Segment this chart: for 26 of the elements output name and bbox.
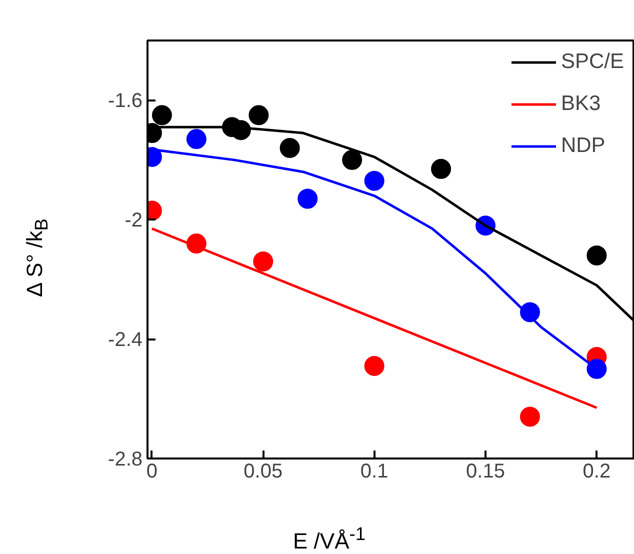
x-tick-label: 0.15 xyxy=(466,460,505,482)
point xyxy=(298,188,318,209)
point xyxy=(342,150,362,170)
legend-label: BK3 xyxy=(560,92,601,116)
y-tick-label: -2 xyxy=(124,210,143,232)
point xyxy=(364,170,384,191)
x-axis-title: E /VÅ$^{-1}$ xyxy=(293,522,366,554)
point xyxy=(364,356,384,376)
point xyxy=(253,251,274,272)
x-tick-label: 0.2 xyxy=(582,460,611,482)
point xyxy=(520,406,540,427)
legend-label: NDP xyxy=(560,134,606,158)
point xyxy=(152,105,172,126)
x-tick-label: 0 xyxy=(146,460,158,482)
y-tick-label: -2.4 xyxy=(108,329,143,352)
point xyxy=(186,129,206,150)
point xyxy=(586,245,607,266)
y-tick-label: -1.6 xyxy=(108,90,143,112)
x-tick-label: 0.05 xyxy=(244,460,283,482)
point xyxy=(431,158,452,179)
point xyxy=(586,358,607,379)
legend-label: SPC/E xyxy=(560,50,624,74)
point xyxy=(248,105,269,126)
y-tick-label: -2.8 xyxy=(108,448,143,470)
x-tick-label: 0.1 xyxy=(360,460,388,482)
point xyxy=(280,138,300,158)
